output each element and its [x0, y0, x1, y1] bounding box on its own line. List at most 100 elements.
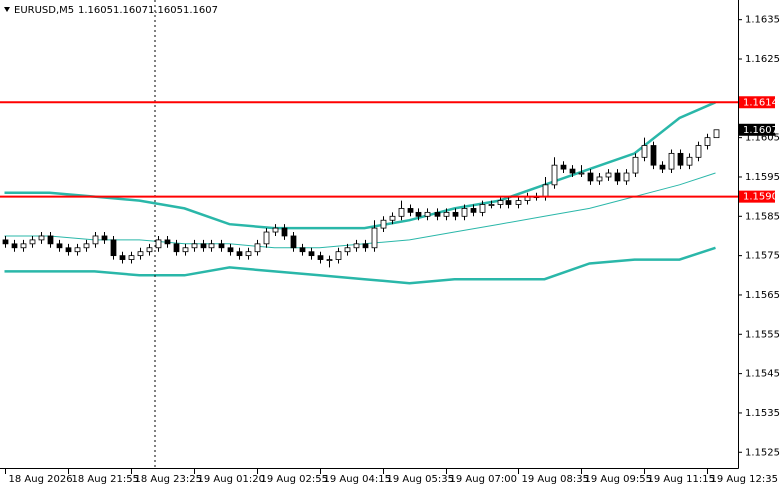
candle-body	[281, 227, 288, 237]
level-label-box	[739, 190, 775, 203]
candle-body	[434, 211, 441, 217]
candle-body	[353, 243, 360, 249]
candle-body	[299, 247, 306, 253]
band-lower	[4, 246, 716, 285]
candle-body	[461, 208, 468, 217]
candle-body	[488, 204, 495, 206]
candle-body	[686, 156, 693, 166]
header-arrow	[4, 7, 10, 12]
candle-body	[101, 235, 108, 241]
x-tick-label: 19 Aug 07:00	[450, 474, 517, 485]
candle-body	[551, 164, 558, 186]
x-tick-label: 18 Aug 2026	[9, 474, 73, 485]
candle-body	[173, 243, 180, 253]
candle-body	[344, 247, 351, 253]
candle-body	[83, 243, 90, 249]
price-label: 1.1607	[743, 125, 778, 136]
candle-body	[208, 243, 215, 249]
candle-body	[542, 184, 549, 198]
candle-body	[497, 200, 504, 205]
candle-body	[389, 215, 396, 221]
x-tick-label: 18 Aug 23:25	[135, 474, 202, 485]
candle-body	[505, 200, 512, 205]
candle-body	[569, 168, 576, 174]
candle-body	[415, 211, 422, 217]
candle-body	[92, 235, 99, 245]
candle-body	[317, 255, 324, 260]
candle-body	[668, 152, 675, 170]
candle-body	[713, 129, 720, 139]
candle-body	[632, 156, 639, 174]
candle-body	[443, 211, 450, 217]
candle-body	[74, 247, 81, 253]
y-tick-label: 1.1625	[745, 54, 780, 65]
header-close: 1.1607	[183, 5, 218, 16]
overlay: 1.1614 1.1590 1.1607	[0, 96, 778, 203]
y-tick-label: 1.1535	[745, 408, 780, 419]
candle-body	[308, 251, 315, 257]
x-tick-label: 19 Aug 02:55	[261, 474, 328, 485]
candle-body	[380, 219, 387, 229]
candle-body	[659, 164, 666, 170]
header-low: 1.1605	[148, 5, 183, 16]
candle-body	[605, 172, 612, 178]
candle-body	[272, 227, 279, 233]
x-tick-label: 19 Aug 01:20	[198, 474, 265, 485]
header-open: 1.1605	[78, 5, 113, 16]
candle-body	[254, 243, 261, 253]
candle-body	[47, 235, 54, 245]
candle-body	[200, 243, 207, 249]
candle-body	[641, 145, 648, 158]
x-tick-label: 19 Aug 08:35	[522, 474, 589, 485]
x-tick-label: 19 Aug 04:15	[324, 474, 391, 485]
candle-body	[182, 247, 189, 253]
candle-body	[614, 172, 621, 182]
candle-body	[56, 243, 63, 249]
y-tick-label: 1.1605	[745, 133, 780, 144]
candle-body	[119, 255, 126, 260]
price-box	[739, 123, 775, 136]
candle-body	[677, 152, 684, 166]
candle-body	[650, 145, 657, 166]
band-upper	[4, 101, 716, 230]
candle-body	[362, 243, 369, 249]
candle-body	[398, 208, 405, 217]
level-label-box	[739, 96, 775, 109]
candle-body	[29, 239, 36, 245]
x-tick-label: 19 Aug 12:35	[711, 474, 778, 485]
candle-body	[335, 251, 342, 260]
candle-body	[470, 208, 477, 213]
candle-body	[695, 145, 702, 158]
y-tick-label: 1.1575	[745, 251, 780, 262]
candle-body	[290, 235, 297, 249]
level-label: 1.1614	[743, 97, 778, 108]
x-tick-label: 18 Aug 21:55	[72, 474, 139, 485]
candle-body	[479, 204, 486, 213]
level-label: 1.1590	[743, 192, 778, 203]
candle-body	[245, 251, 252, 257]
candle-body	[560, 164, 567, 170]
candle-body	[227, 247, 234, 253]
candle-body	[704, 137, 711, 146]
x-tick-label: 19 Aug 09:55	[585, 474, 652, 485]
candle-body	[20, 243, 27, 249]
candle-body	[326, 259, 333, 261]
y-tick-label: 1.1595	[745, 172, 780, 183]
symbol: EURUSD,M5	[14, 5, 74, 16]
candle-body	[11, 243, 18, 249]
candle-body	[218, 243, 225, 249]
candle-body	[623, 172, 630, 182]
header-high: 1.1607	[113, 5, 148, 16]
y-tick-label: 1.1635	[745, 15, 780, 26]
candle-body	[137, 251, 144, 257]
candle-body	[407, 208, 414, 213]
candle-body	[515, 200, 522, 205]
y-tick-label: 1.1585	[745, 211, 780, 222]
y-tick-label: 1.1555	[745, 329, 780, 340]
candle-body	[587, 172, 594, 182]
candle-body	[146, 247, 153, 253]
candle-body	[424, 211, 431, 217]
candle-body	[110, 239, 117, 257]
candle-body	[452, 211, 459, 217]
